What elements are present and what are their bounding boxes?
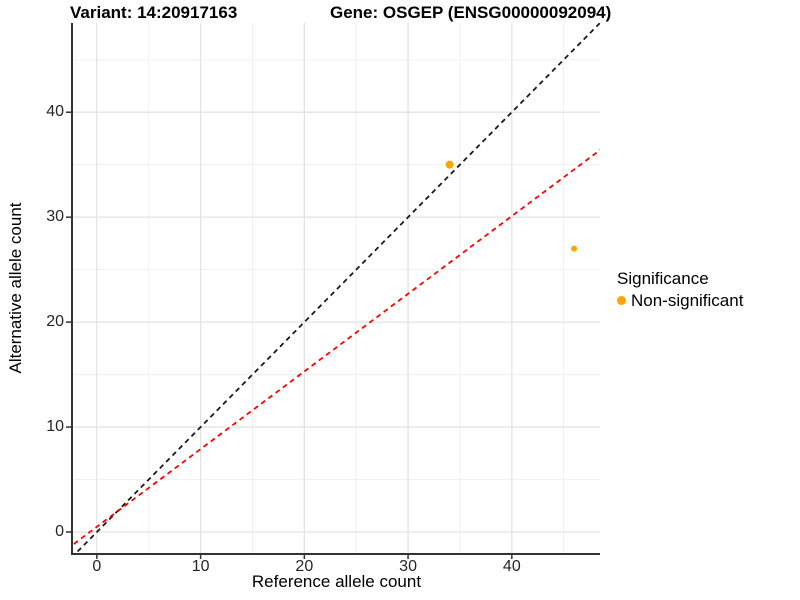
gene-title: Gene: OSGEP (ENSG00000092094) [330, 3, 612, 22]
y-axis-title: Alternative allele count [6, 202, 25, 374]
x-tick-label: 10 [191, 558, 210, 575]
x-tick-label: 0 [92, 558, 102, 575]
variant-title: Variant: 14:20917163 [70, 3, 238, 22]
legend-item-label: Non-significant [631, 291, 744, 310]
y-tick-label: 0 [55, 523, 64, 540]
y-tick-label: 20 [46, 313, 64, 331]
legend-title: Significance [617, 269, 709, 288]
x-axis-title: Reference allele count [251, 572, 422, 591]
expected-ratio-line [73, 148, 600, 546]
x-tick-label: 40 [502, 558, 521, 575]
y-tick-label: 40 [46, 103, 64, 121]
x-tick-label: 30 [399, 558, 417, 575]
y-tick-label: 10 [46, 418, 64, 436]
legend: Significance Non-significant [617, 269, 743, 310]
y-tick-label: 30 [46, 208, 64, 226]
legend-item-non-significant: Non-significant [617, 291, 743, 310]
data-point [445, 160, 454, 169]
identity-line [74, 23, 600, 553]
data-point [571, 245, 578, 252]
x-tick-label: 20 [295, 558, 314, 575]
non-significant-dot-icon [617, 296, 626, 305]
